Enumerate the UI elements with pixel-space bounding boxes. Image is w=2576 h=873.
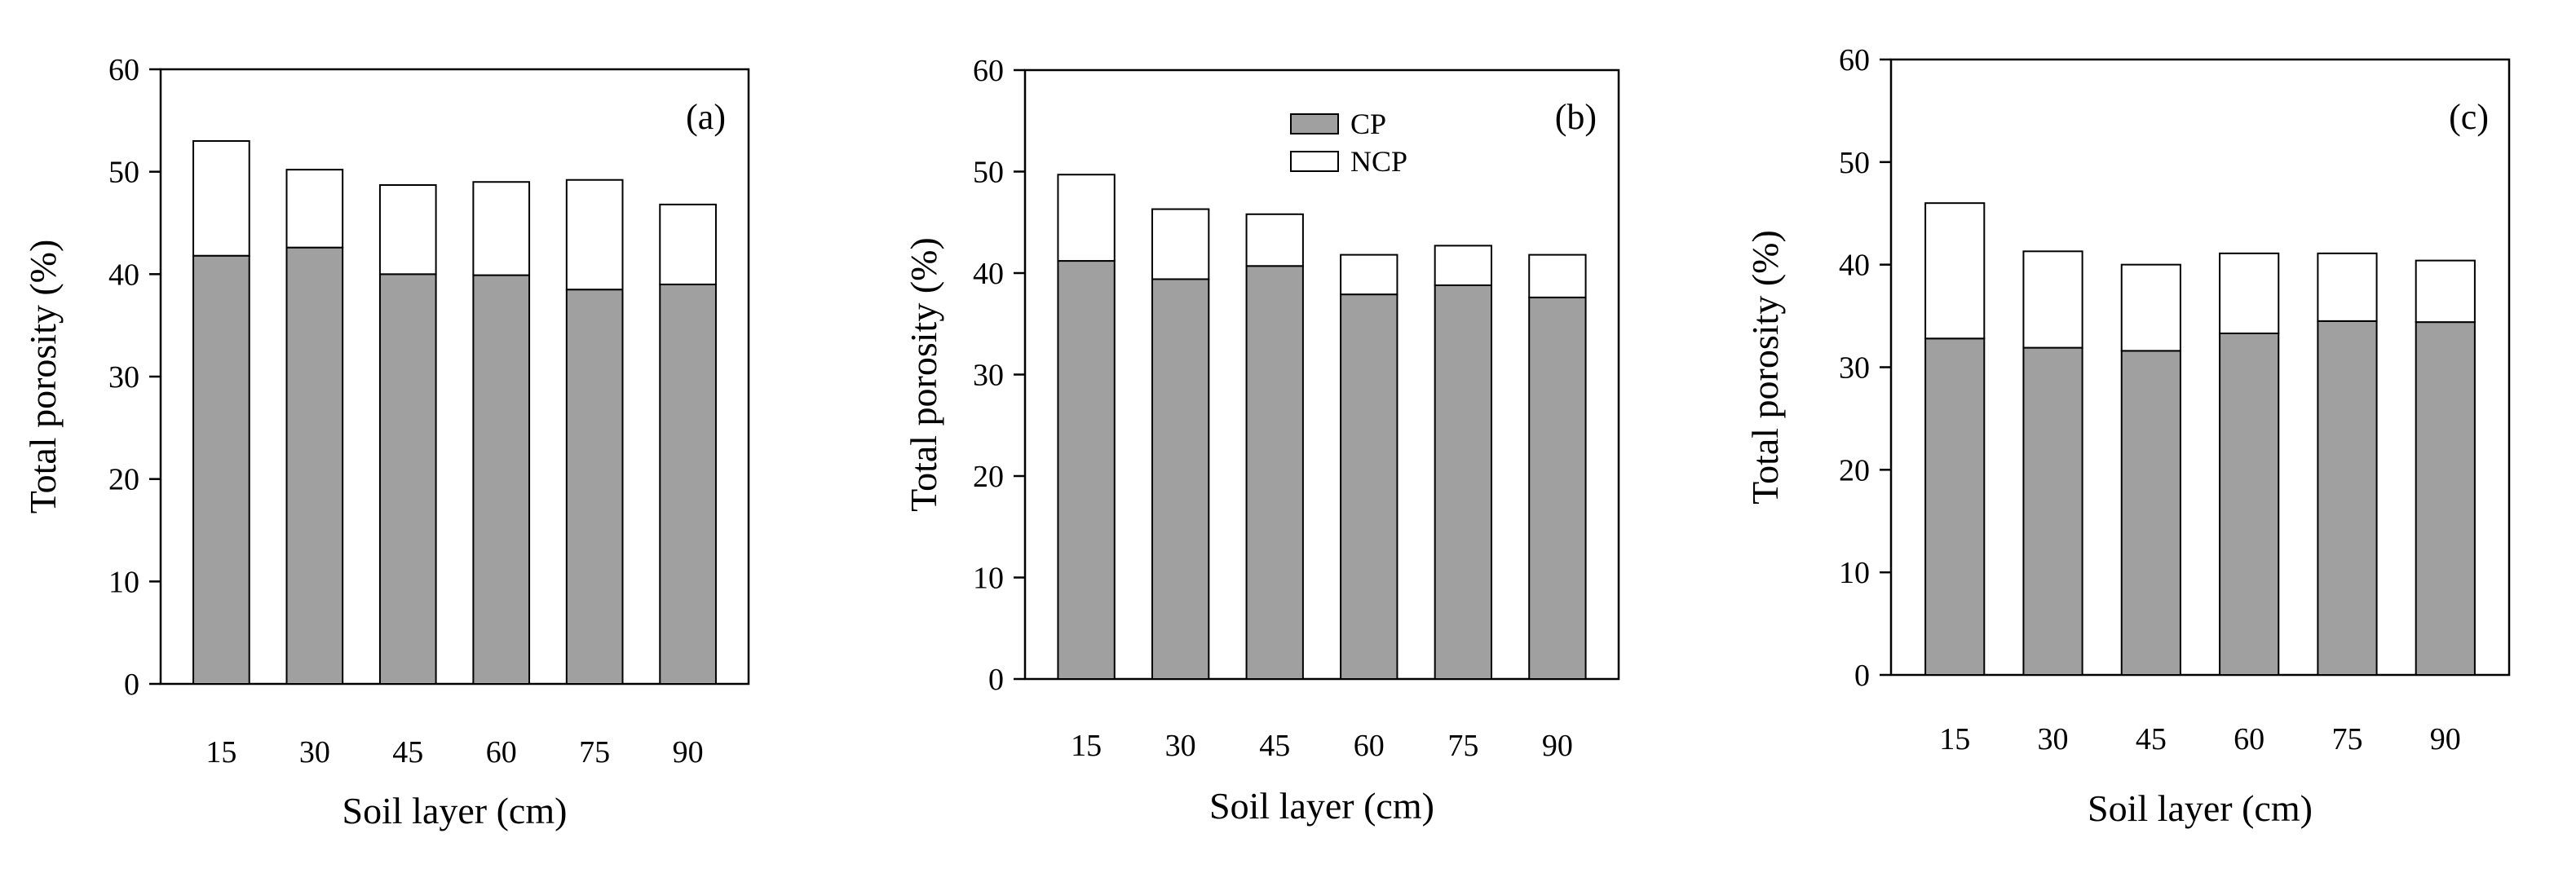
x-tick-label: 60: [486, 735, 517, 769]
x-tick-label: 90: [2430, 722, 2461, 756]
y-tick-label: 0: [988, 663, 1004, 697]
bar-ncp: [472, 181, 531, 276]
x-tick-label: 60: [2234, 722, 2264, 756]
panel-label: (a): [686, 97, 726, 137]
bar-ncp: [378, 184, 437, 276]
legend-swatch-ncp: [1290, 151, 1339, 172]
x-tick-label: 75: [1447, 729, 1478, 763]
bar-ncp: [1245, 213, 1304, 267]
x-tick-label: 90: [1542, 729, 1573, 763]
bar-cp: [472, 274, 531, 685]
x-tick-label: 60: [1354, 729, 1385, 763]
x-tick-label: 15: [205, 735, 236, 769]
x-tick-label: 15: [1071, 729, 1102, 763]
y-tick-label: 40: [108, 258, 139, 292]
bar-cp: [1151, 278, 1210, 680]
bar-ncp: [1340, 254, 1398, 296]
y-tick-label: 30: [1839, 351, 1870, 386]
bar-ncp: [2415, 259, 2476, 324]
bar-cp: [1528, 296, 1587, 680]
bar-cp: [1245, 265, 1304, 680]
bar-ncp: [1151, 208, 1210, 280]
x-tick-label: 75: [579, 735, 610, 769]
legend: CP NCP: [1290, 108, 1407, 178]
legend-label-cp: CP: [1350, 108, 1386, 140]
bar-cp: [2022, 346, 2083, 676]
bar-cp: [2219, 332, 2280, 676]
bar-cp: [2415, 321, 2476, 676]
bar-cp: [192, 254, 250, 686]
x-tick-label: 45: [1259, 729, 1290, 763]
x-tick-label: 30: [1165, 729, 1196, 763]
y-tick-label: 50: [973, 156, 1004, 190]
bar-cp: [378, 273, 437, 685]
x-tick-label: 15: [1939, 722, 1970, 756]
x-tick-label: 45: [2136, 722, 2167, 756]
x-axis-title: Soil layer (cm): [2088, 787, 2313, 829]
bar-ncp: [1924, 202, 1986, 340]
y-tick-label: 20: [973, 460, 1004, 494]
bar-ncp: [659, 203, 717, 285]
bar-ncp: [1434, 245, 1492, 286]
bar-cp: [2120, 350, 2181, 676]
bar-ncp: [1057, 174, 1116, 262]
bar-ncp: [192, 139, 250, 257]
x-tick-label: 30: [2038, 722, 2069, 756]
y-tick-label: 10: [108, 565, 139, 599]
y-tick-label: 0: [124, 668, 139, 702]
bar-ncp: [1528, 254, 1587, 298]
bar-ncp: [2120, 263, 2181, 352]
x-tick-label: 45: [392, 735, 423, 769]
chart-panel-2: 0 10 20 30 40 50 60 15 30 45 60 75 90 Soil layer (cm)…: [903, 54, 1620, 827]
y-tick-label: 50: [1839, 146, 1870, 180]
bar-ncp: [2317, 252, 2378, 322]
y-tick-label: 30: [973, 359, 1004, 393]
y-tick-label: 50: [108, 156, 139, 190]
panel-label: (c): [2449, 97, 2489, 137]
y-tick-label: 30: [108, 360, 139, 395]
y-tick-label: 10: [973, 562, 1004, 596]
bar-ncp: [565, 179, 624, 291]
chart-panel-1: 0 10 20 30 40 50 60 15 30 45 60 75 90 Soil layer (cm)…: [22, 53, 750, 831]
y-axis-title: Total porosity (%): [22, 240, 64, 514]
x-tick-label: 30: [299, 735, 330, 769]
bar-cp: [1340, 293, 1398, 680]
y-tick-label: 10: [1839, 556, 1870, 590]
y-axis-title: Total porosity (%): [903, 237, 944, 512]
bar-cp: [659, 283, 717, 685]
panel-label: (b): [1555, 97, 1597, 137]
bar-cp: [1924, 337, 1986, 676]
bar-cp: [1434, 284, 1492, 680]
x-axis-title: Soil layer (cm): [342, 790, 568, 831]
bar-cp: [285, 246, 344, 686]
y-tick-label: 40: [1839, 249, 1870, 283]
y-tick-label: 40: [973, 257, 1004, 291]
y-tick-label: 0: [1854, 659, 1870, 693]
bar-ncp: [2022, 250, 2083, 349]
bar-ncp: [2219, 252, 2280, 334]
y-tick-label: 20: [108, 463, 139, 497]
bar-cp: [565, 289, 624, 685]
y-tick-label: 60: [1839, 43, 1870, 77]
y-axis-title: Total porosity (%): [1744, 230, 1786, 505]
y-tick-label: 60: [973, 54, 1004, 88]
bar-ncp: [285, 169, 344, 249]
y-tick-label: 20: [1839, 453, 1870, 487]
legend-swatch-cp: [1290, 113, 1339, 134]
x-tick-label: 75: [2331, 722, 2362, 756]
bar-cp: [2317, 320, 2378, 676]
x-axis-title: Soil layer (cm): [1209, 785, 1434, 827]
chart-panel-3: 0 10 20 30 40 50 60 15 30 45 60 75 90 Soil layer (cm)…: [1744, 43, 2511, 829]
bar-cp: [1057, 260, 1116, 680]
x-tick-label: 90: [673, 735, 704, 769]
legend-label-ncp: NCP: [1350, 145, 1407, 178]
y-tick-label: 60: [108, 53, 139, 87]
